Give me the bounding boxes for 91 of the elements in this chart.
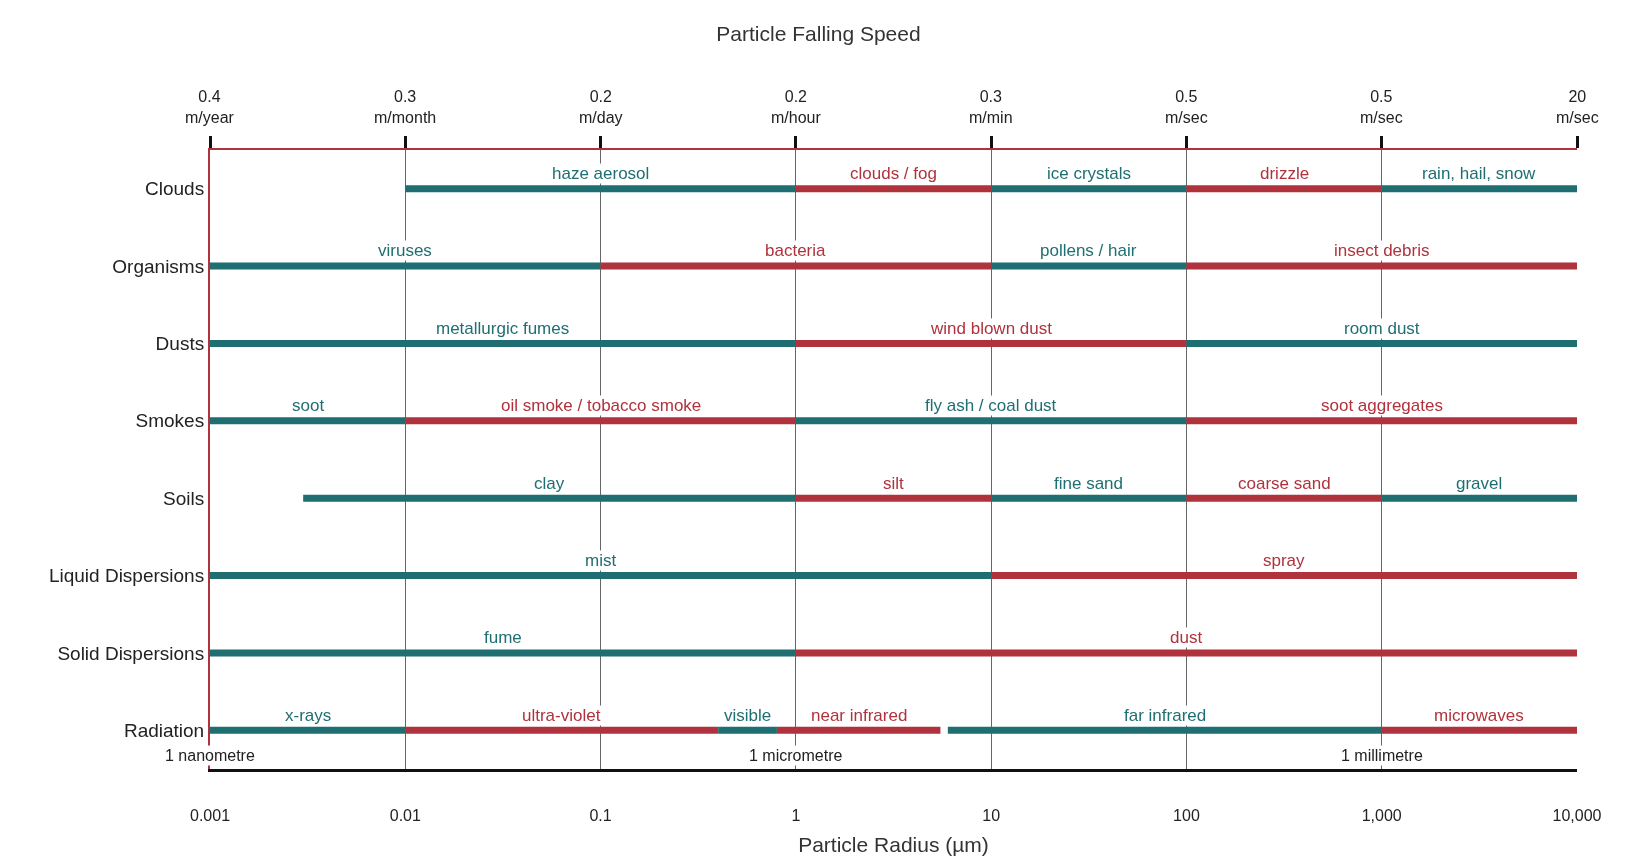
y-tick-label: Dusts xyxy=(155,333,205,355)
bar xyxy=(795,417,1187,425)
data-label: x-rays xyxy=(285,706,332,725)
bar xyxy=(795,339,1187,347)
x-tick-label: 0.01 xyxy=(389,807,421,825)
bar xyxy=(1186,339,1577,347)
data-label: ultra-violet xyxy=(522,706,601,725)
text: 0.2 m/hour xyxy=(771,88,822,126)
x-tick-label: 1,000 xyxy=(1361,807,1402,825)
text: 0.3 m/month xyxy=(374,88,437,126)
data-label: fume xyxy=(484,628,522,647)
bar xyxy=(991,494,1187,502)
data-label: metallurgic fumes xyxy=(436,319,570,338)
bar xyxy=(1186,185,1382,193)
x-tick-label: 0.1 xyxy=(589,807,612,825)
y-tick-label: Clouds xyxy=(145,178,205,200)
text: 20 m/sec xyxy=(1556,88,1599,126)
bar xyxy=(1186,417,1577,425)
bar xyxy=(210,726,406,734)
text: 0.3 m/min xyxy=(969,88,1013,126)
data-label: dust xyxy=(1170,628,1203,647)
bar xyxy=(991,185,1187,193)
bar xyxy=(718,726,777,734)
data-label: far infrared xyxy=(1124,706,1207,725)
data-label: oil smoke / tobacco smoke xyxy=(501,396,702,415)
data-label: soot xyxy=(292,396,325,415)
data-label: fine sand xyxy=(1054,474,1123,493)
data-label: clouds / fog xyxy=(850,164,937,183)
bar xyxy=(1381,494,1577,502)
x-axis-title: Particle Radius (µm) xyxy=(798,833,989,857)
y-tick-label: Smokes xyxy=(135,410,205,432)
text: 0.2 m/day xyxy=(579,88,623,126)
bar xyxy=(1381,185,1577,193)
y-tick-label: Soils xyxy=(163,487,205,509)
data-label: fly ash / coal dust xyxy=(925,396,1057,415)
bar xyxy=(991,572,1577,580)
bar xyxy=(1381,726,1577,734)
data-label: near infrared xyxy=(811,706,908,725)
data-label: haze aerosol xyxy=(552,164,650,183)
bar xyxy=(947,726,1382,734)
data-label: insect debris xyxy=(1334,241,1430,260)
data-label: soot aggregates xyxy=(1321,396,1443,415)
bar xyxy=(776,726,941,734)
bar xyxy=(795,494,992,502)
text: 0.4 m/year xyxy=(185,88,235,126)
data-label: gravel xyxy=(1456,474,1503,493)
data-label: spray xyxy=(1263,551,1306,570)
y-tick-label: Radiation xyxy=(123,719,205,741)
bar xyxy=(795,185,992,193)
data-label: mist xyxy=(585,551,617,570)
bar xyxy=(405,726,719,734)
data-label: coarse sand xyxy=(1238,474,1331,493)
data-label: ice crystals xyxy=(1047,164,1132,183)
bar xyxy=(210,649,796,657)
bar xyxy=(210,262,601,270)
x-tick-label: 10,000 xyxy=(1552,807,1602,825)
bar xyxy=(405,417,796,425)
bar xyxy=(600,262,992,270)
y-tick-label: Solid Dispersions xyxy=(57,642,205,664)
y-tick-label: Liquid Dispersions xyxy=(48,565,205,587)
bar xyxy=(405,185,796,193)
chart-title: Particle Falling Speed xyxy=(716,21,921,45)
data-label: visible xyxy=(724,706,772,725)
data-label: viruses xyxy=(378,241,432,260)
bar xyxy=(1186,494,1382,502)
x-tick-label: 0.001 xyxy=(189,807,231,825)
text: 0.5 m/sec xyxy=(1165,88,1208,126)
data-label: room dust xyxy=(1344,319,1420,338)
data-label: drizzle xyxy=(1260,164,1310,183)
data-label: rain, hail, snow xyxy=(1422,164,1537,183)
annotation: 1 nanometre xyxy=(165,747,255,764)
data-label: bacteria xyxy=(765,241,827,260)
x-tick-label: 10 xyxy=(982,807,1001,825)
bar xyxy=(991,262,1187,270)
y-tick-label: Organisms xyxy=(112,255,205,277)
data-label: silt xyxy=(883,474,905,493)
bar xyxy=(1186,262,1577,270)
text: 0.5 m/sec xyxy=(1360,88,1403,126)
bar xyxy=(303,494,796,502)
annotation: 1 millimetre xyxy=(1341,747,1423,764)
x-tick-label: 1 xyxy=(791,807,801,825)
annotation: 1 micrometre xyxy=(749,747,843,764)
bar xyxy=(210,339,796,347)
x-tick-label: 100 xyxy=(1173,807,1200,825)
bar xyxy=(795,649,1577,657)
bar xyxy=(210,572,992,580)
data-label: pollens / hair xyxy=(1040,241,1137,260)
data-label: microwaves xyxy=(1434,706,1524,725)
bar xyxy=(210,417,406,425)
data-label: wind blown dust xyxy=(930,319,1053,338)
data-label: clay xyxy=(534,474,565,493)
